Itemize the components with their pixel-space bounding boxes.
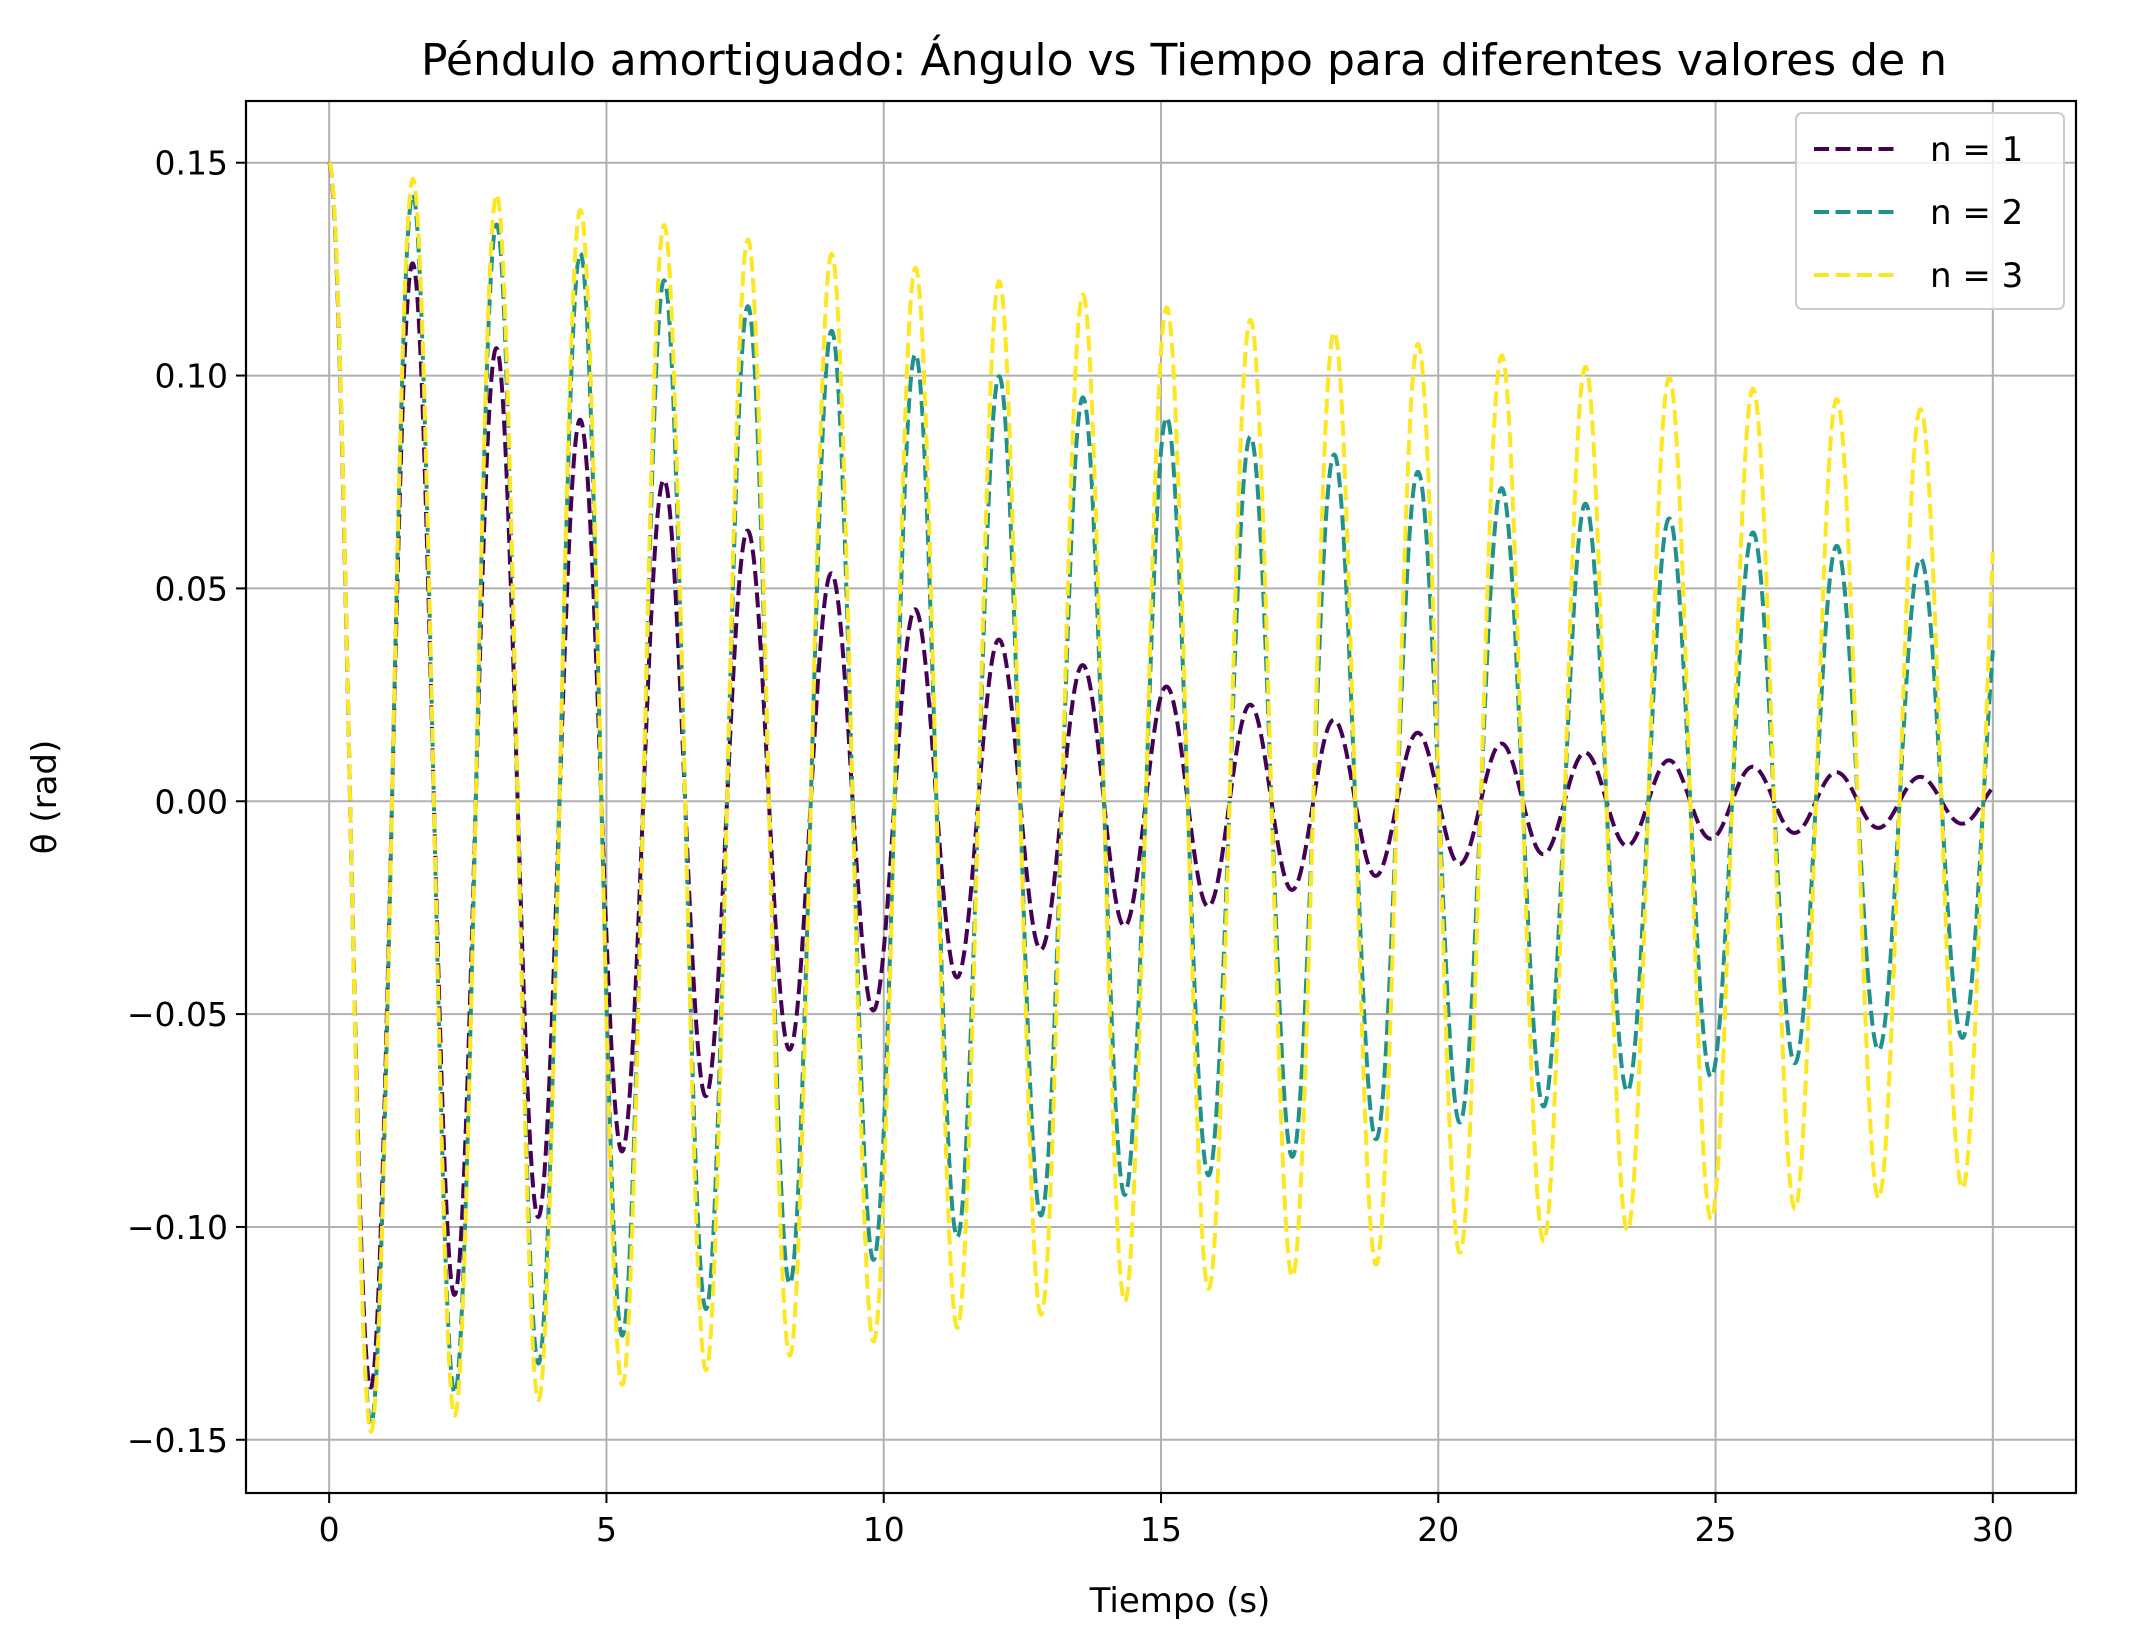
legend-box [1795,112,2065,310]
x-axis-label: Tiempo (s) [1089,1581,1271,1621]
y-tick-label: 0.10 [155,357,228,396]
x-tick-label: 10 [863,1510,905,1549]
axis-ticks: 0 5 10 15 20 25 30 −0.15 −0.10 −0.05 0.00 0.05 0.10 0… [127,144,2014,1549]
legend-label: n = 2 [1930,193,2023,233]
y-tick-label: 0.00 [155,782,228,821]
x-tick-label: 5 [596,1510,617,1549]
x-tick-label: 25 [1695,1510,1737,1549]
x-tick-label: 30 [1972,1510,2014,1549]
series-line-n2 [327,161,1995,1426]
y-tick-label: 0.15 [155,144,228,183]
y-tick-label: 0.05 [155,569,228,608]
chart-title: Péndulo amortiguado: Ángulo vs Tiempo pa… [421,33,1947,86]
y-tick-label: −0.15 [127,1421,228,1460]
plot-series [327,161,1995,1434]
y-tick-label: −0.10 [127,1208,228,1247]
grid [246,101,2076,1493]
x-tick-label: 0 [319,1510,340,1549]
x-tick-label: 20 [1417,1510,1459,1549]
legend: n = 1 n = 2 n = 3 [1795,112,2065,310]
y-axis-label: θ (rad) [25,740,65,855]
y-tick-label: −0.05 [127,995,228,1034]
x-tick-label: 15 [1140,1510,1182,1549]
legend-label: n = 3 [1930,256,2023,296]
series-line-n3 [327,161,1995,1434]
legend-label: n = 1 [1930,130,2023,170]
